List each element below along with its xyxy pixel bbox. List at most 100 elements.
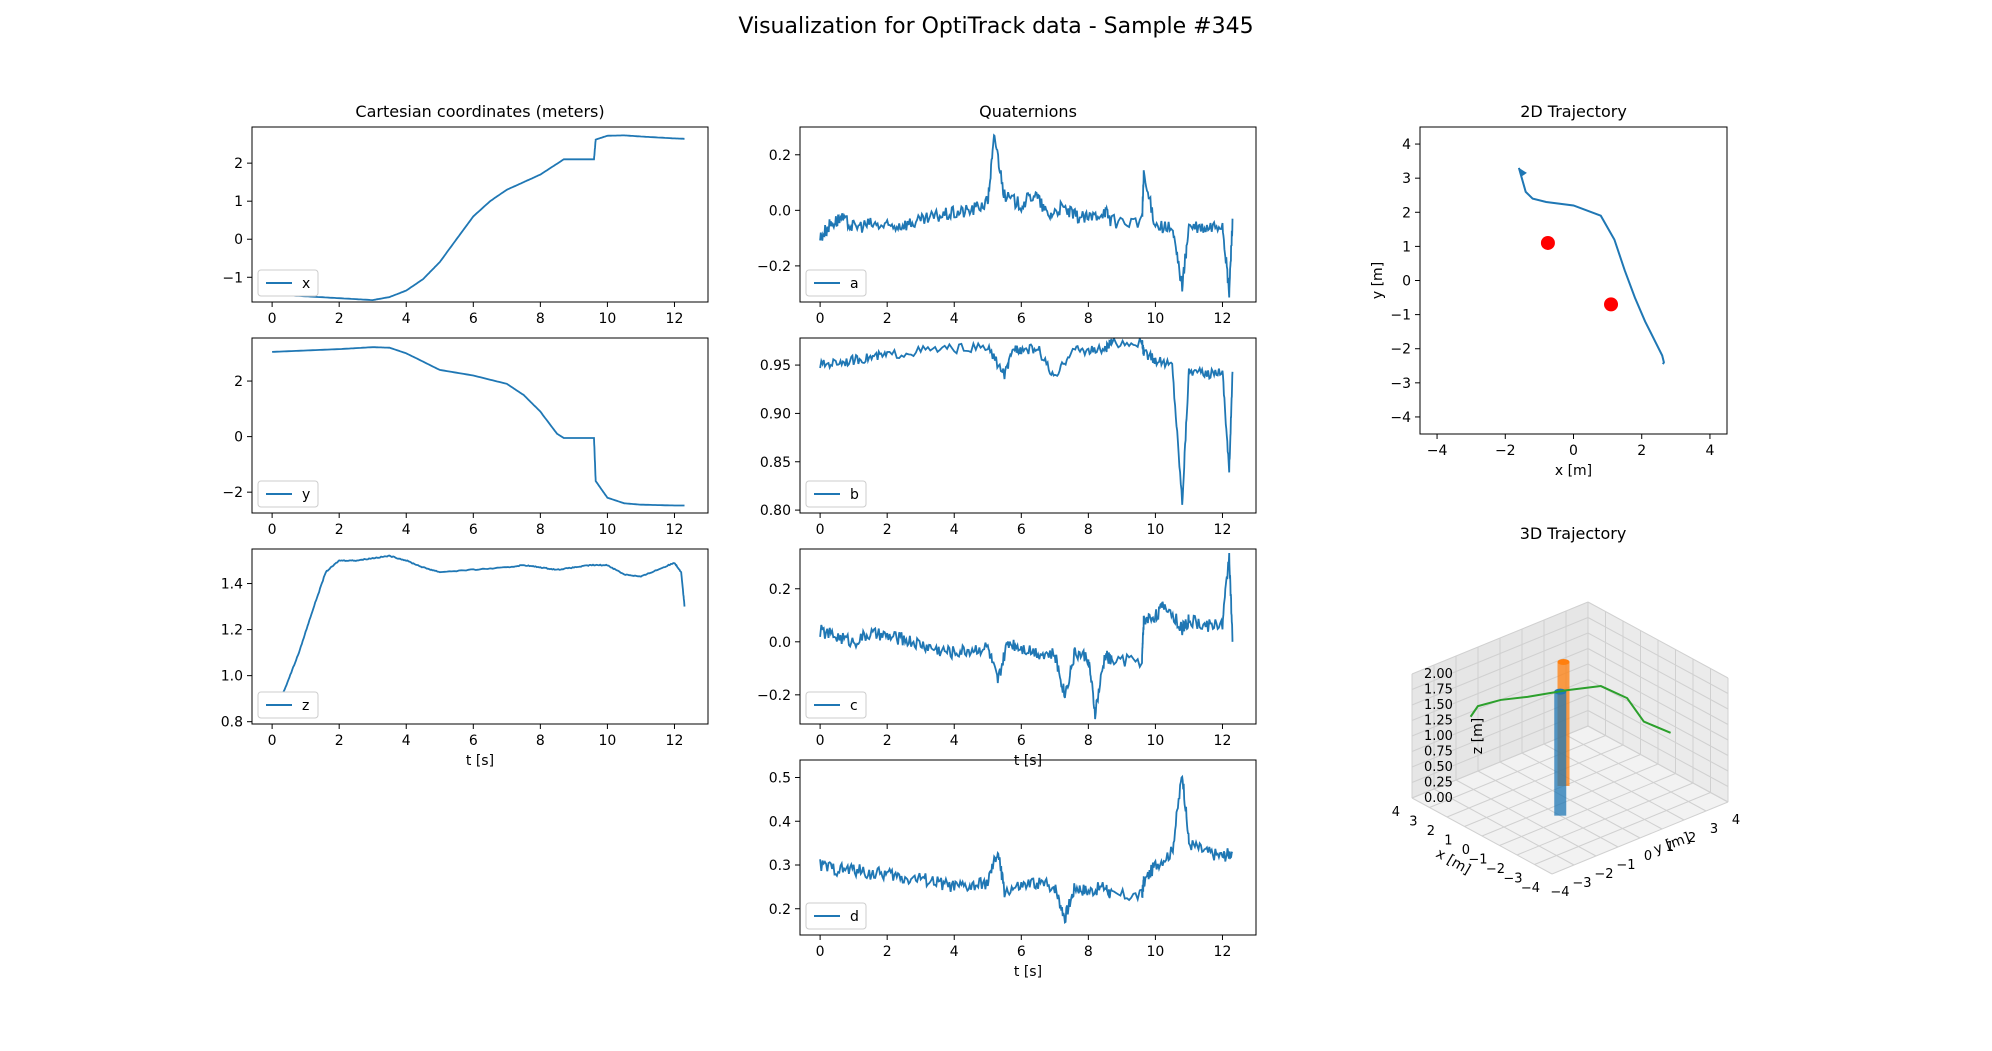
y-tick-label: 0.90 xyxy=(760,406,791,422)
grid-line xyxy=(1411,632,1589,706)
y-tick-label: −0.2 xyxy=(757,688,791,704)
x-tick-label: 6 xyxy=(469,311,478,327)
y-tick-label: 2 xyxy=(234,156,243,172)
grid-line xyxy=(1587,663,1729,741)
z-tick-label: 1.25 xyxy=(1424,714,1453,729)
x-tick-label: 4 xyxy=(950,944,959,960)
y-tick-label: 0.2 xyxy=(769,148,791,164)
figure-title: Visualization for OptiTrack data - Sampl… xyxy=(738,14,1254,39)
y-tick-label: −2 xyxy=(222,485,243,501)
x-tick-label: 4 xyxy=(950,311,959,327)
z-tick-label: 1.50 xyxy=(1424,698,1453,713)
x-tick-label: −2 xyxy=(1495,443,1516,459)
y-tick-label: 0.85 xyxy=(760,455,791,471)
y-tick-label: 3 xyxy=(1710,822,1718,837)
chart-z: 0 2 4 6 8 10 12 0.8 1.0 1.2 1.4 t [s] z xyxy=(221,548,709,769)
y-tick-label: 0.0 xyxy=(769,203,791,219)
x-tick-label: 2 xyxy=(335,522,344,538)
y-tick-label: 1.2 xyxy=(221,623,243,639)
x-tick-label: 4 xyxy=(1392,805,1400,820)
x-tick-label: 4 xyxy=(1705,443,1714,459)
y-tick-label: 4 xyxy=(1402,137,1411,153)
x-tick-label: 10 xyxy=(598,311,616,327)
y-tick-label: −1 xyxy=(1616,858,1635,873)
axes-frame xyxy=(251,548,709,725)
x-tick-label: 4 xyxy=(950,733,959,749)
x-tick-label: 0 xyxy=(268,311,277,327)
chart-a: Quaternions 0 2 4 6 8 10 12 −0.2 0.0 0.2 a xyxy=(757,102,1257,327)
x-tick-label: −4 xyxy=(1521,881,1540,896)
x-axis-label: t [s] xyxy=(1014,964,1042,980)
axes-frame xyxy=(799,126,1257,303)
grid-line xyxy=(1446,744,1624,818)
x-tick-label: 0 xyxy=(816,944,825,960)
x-tick-label: 2 xyxy=(883,944,892,960)
chart-c: 0 2 4 6 8 10 12 −0.2 0.0 0.2 t [s] c xyxy=(757,548,1257,769)
legend-label: d xyxy=(850,909,859,925)
x-tick-label: 12 xyxy=(1214,733,1232,749)
y-tick-label: 1 xyxy=(1402,239,1411,255)
z-tick-label: 1.00 xyxy=(1424,729,1453,744)
y-tick-label: −0.2 xyxy=(757,259,791,275)
y-tick-label: −2 xyxy=(1594,867,1613,882)
y-tick-label: 2 xyxy=(1688,831,1696,846)
grid-line xyxy=(1587,648,1729,725)
grid-line xyxy=(1587,694,1729,772)
grid-line xyxy=(1587,601,1729,679)
y-tick-label: 1 xyxy=(1666,840,1674,855)
grid-line xyxy=(1411,601,1589,675)
x-tick-label: 4 xyxy=(402,733,411,749)
y-tick-label: 0.80 xyxy=(760,503,791,519)
x-tick-label: 10 xyxy=(1146,311,1164,327)
trajectory-path xyxy=(1517,167,1665,365)
obstacle-cylinder-1 xyxy=(1554,691,1567,816)
axes-frame xyxy=(1419,126,1728,435)
series-line-y xyxy=(272,346,685,507)
x-tick-label: 2 xyxy=(1427,824,1435,839)
x-tick-label: −2 xyxy=(1486,862,1505,877)
x-tick-label: 12 xyxy=(1214,311,1232,327)
trajectory-arrow xyxy=(1518,167,1527,177)
x-tick-label: 8 xyxy=(536,522,545,538)
x-tick-label: 0 xyxy=(816,733,825,749)
y-axis-label: y [m] xyxy=(1370,262,1386,299)
y-tick-label: −3 xyxy=(1572,876,1591,891)
grid-line xyxy=(1411,617,1589,690)
y-tick-label: 1.0 xyxy=(221,669,243,685)
x-tick-label: 12 xyxy=(1214,944,1232,960)
grid-line xyxy=(1499,761,1641,839)
chart-traj2d: 2D Trajectory −4 −2 0 2 4 −4 −3 −2 −1 0 1 2 3 4 x [m] y … xyxy=(1370,102,1728,479)
y-tick-label: 0.0 xyxy=(769,635,791,651)
x-tick-label: 10 xyxy=(598,522,616,538)
legend-label: c xyxy=(850,698,858,714)
y-tick-label: −1 xyxy=(1390,308,1411,324)
y-tick-label: 0.95 xyxy=(760,358,791,374)
x-tick-label: 0 xyxy=(268,522,277,538)
series-line-x xyxy=(272,134,685,302)
x-tick-label: 10 xyxy=(1146,944,1164,960)
chart-y: 0 2 4 6 8 10 12 −2 0 2 y xyxy=(222,337,709,538)
grid-line xyxy=(1587,679,1729,756)
grid-line xyxy=(1464,754,1641,827)
x-tick-label: 2 xyxy=(335,733,344,749)
axes-frame xyxy=(251,337,709,514)
x-tick-label: −3 xyxy=(1503,872,1522,887)
series-line-b xyxy=(819,338,1234,505)
y-tick-label: 2 xyxy=(234,374,243,390)
y-tick-label: 0.5 xyxy=(769,771,791,787)
x-tick-label: 2 xyxy=(883,522,892,538)
series-line-d xyxy=(819,774,1234,925)
z-tick-label: 0.25 xyxy=(1424,776,1453,791)
y-tick-label: 0.8 xyxy=(221,715,243,731)
x-tick-label: 8 xyxy=(1084,944,1093,960)
grid-line xyxy=(1587,617,1729,694)
x-tick-label: 6 xyxy=(469,733,478,749)
x-tick-label: −4 xyxy=(1427,443,1448,459)
z-tick-label: 2.00 xyxy=(1424,667,1453,682)
y-tick-label: −4 xyxy=(1390,410,1411,426)
axes-frame xyxy=(251,126,709,303)
chart-title: 2D Trajectory xyxy=(1520,102,1627,121)
y-tick-label: 0 xyxy=(234,430,243,446)
y-tick-label: −1 xyxy=(222,270,243,286)
chart-title: Cartesian coordinates (meters) xyxy=(355,102,604,121)
